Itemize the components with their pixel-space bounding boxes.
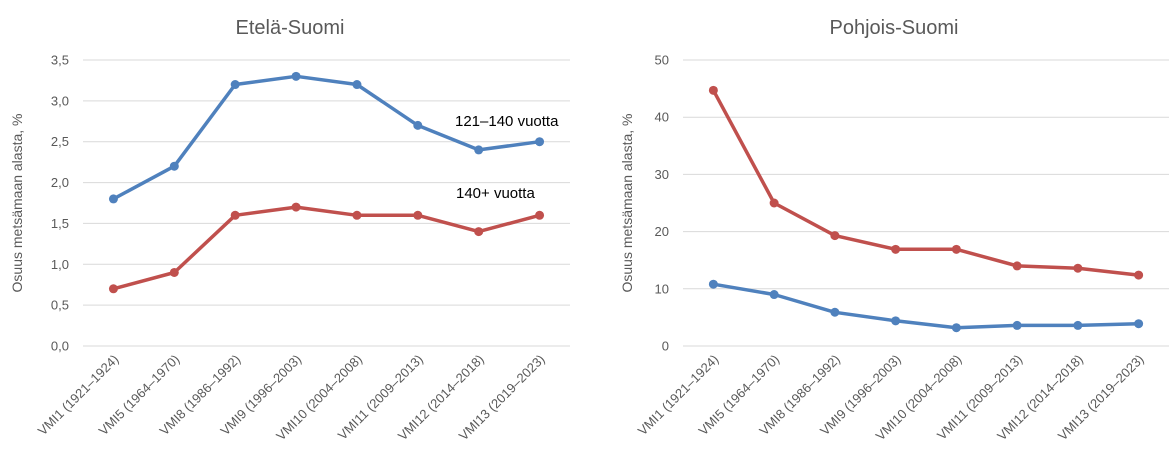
chart2-title: Pohjois-Suomi	[830, 17, 959, 39]
chart1-y-tick-label: 0,5	[51, 298, 69, 313]
chart1-data-point	[474, 145, 484, 155]
chart2-data-point	[1012, 320, 1022, 330]
chart2-data-point	[830, 307, 840, 317]
chart1-data-point	[230, 210, 240, 220]
chart2-y-tick-label: 30	[655, 167, 669, 182]
chart2-data-point	[951, 323, 961, 333]
chart1-data-point	[291, 71, 301, 81]
chart1-data-point	[352, 80, 362, 90]
chart1-data-point	[108, 194, 118, 204]
chart1-y-tick-label: 2,0	[51, 175, 69, 190]
chart2-data-point	[708, 85, 718, 95]
chart1-series-line	[111, 74, 542, 201]
chart2-data-point	[1073, 263, 1083, 273]
chart1-data-point	[352, 210, 362, 220]
chart1-y-tick-label: 0,0	[51, 339, 69, 354]
chart1-data-point	[169, 267, 179, 277]
chart2-data-point	[891, 244, 901, 254]
chart2-y-axis-label: Osuus metsämaan alasta, %	[619, 114, 635, 293]
chart2-y-tick-label: 0	[662, 339, 669, 354]
chart1-series-label: 121–140 vuotta	[455, 113, 559, 130]
chart1-data-point	[230, 80, 240, 90]
chart2-y-tick-label: 50	[655, 53, 669, 68]
chart2-data-point	[708, 279, 718, 289]
chart2-data-point	[1073, 320, 1083, 330]
chart2-y-tick-label: 20	[655, 224, 669, 239]
chart1-data-point	[535, 210, 545, 220]
chart1-data-point	[474, 227, 484, 237]
chart1-series-line	[111, 205, 542, 291]
chart1-title: Etelä-Suomi	[236, 17, 345, 39]
chart1-y-tick-label: 1,5	[51, 216, 69, 231]
chart1-series-label: 140+ vuotta	[456, 185, 535, 202]
chart2-series-line	[711, 282, 1141, 330]
chart2-data-point	[769, 290, 779, 300]
chart2-data-point	[1134, 319, 1144, 329]
chart1-data-point	[291, 202, 301, 212]
chart2-data-point	[891, 316, 901, 326]
chart1-y-tick-label: 3,5	[51, 53, 69, 68]
chart2-data-point	[1012, 261, 1022, 271]
chart2-data-point	[1134, 270, 1144, 280]
chart2-y-tick-label: 10	[655, 281, 669, 296]
chart2-data-point	[830, 231, 840, 241]
chart1-y-tick-label: 3,0	[51, 93, 69, 108]
chart1-data-point	[535, 137, 545, 147]
chart1-y-tick-label: 2,5	[51, 134, 69, 149]
chart2-data-point	[951, 244, 961, 254]
chart2-y-tick-label: 40	[655, 110, 669, 125]
chart1-data-point	[169, 161, 179, 171]
chart2-data-point	[769, 198, 779, 208]
chart1-data-point	[413, 210, 423, 220]
chart1-y-tick-label: 1,0	[51, 257, 69, 272]
chart1-y-axis-label: Osuus metsämaan alasta, %	[9, 114, 25, 293]
chart1-data-point	[108, 284, 118, 294]
chart2-series-line	[711, 88, 1141, 277]
chart1-data-point	[413, 120, 423, 130]
